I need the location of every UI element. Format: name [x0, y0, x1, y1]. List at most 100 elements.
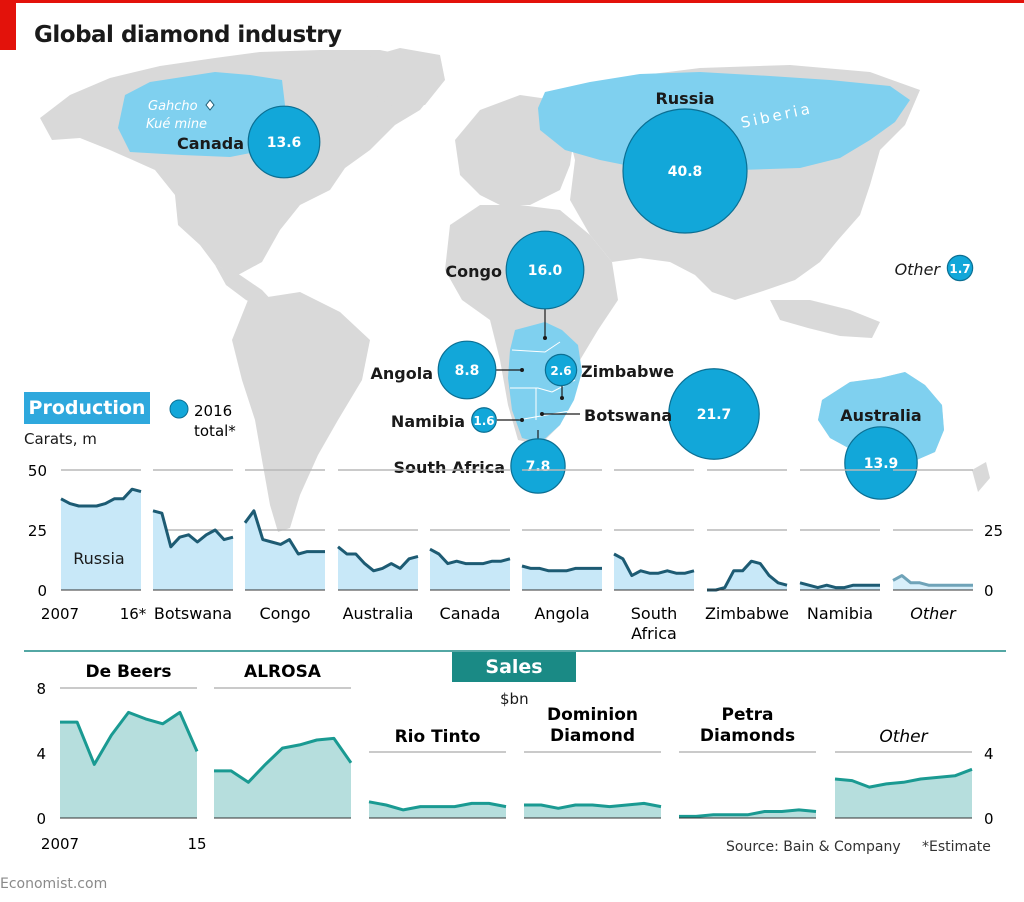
- prod-area-south-africa: [614, 554, 694, 590]
- bubble-value-australia: 13.9: [864, 456, 899, 472]
- sales-label: Sales: [452, 652, 576, 682]
- sales-series-label-alrosa-0: ALROSA: [244, 662, 322, 682]
- map-highlight-australia: [818, 372, 944, 462]
- prod-line-south-africa: [613, 552, 695, 578]
- sales-ytick-right-4: 4: [984, 745, 994, 763]
- prod-line-zimbabwe: [707, 559, 788, 592]
- bubble-australia: [844, 426, 918, 500]
- bubble-canada: [247, 105, 321, 179]
- sales-line-other: [834, 767, 973, 789]
- red-tag: [0, 0, 16, 50]
- bubble-russia: [622, 108, 748, 234]
- sales-ytick-left-4: 4: [36, 745, 46, 763]
- production-panel-namibia: Namibia: [799, 469, 880, 623]
- mine-label-line1: Gahcho: [148, 99, 198, 114]
- prod-area-zimbabwe: [707, 561, 787, 590]
- prod-line-other: [892, 574, 973, 587]
- bubble-label-zimbabwe: Zimbabwe: [581, 362, 674, 381]
- prod-series-label-russia: Russia: [73, 549, 124, 568]
- sales-panel-alrosa: ALROSA: [214, 662, 353, 819]
- sales-area-dominion-diamond: [524, 803, 661, 818]
- bubble-value-south-africa: 7.8: [526, 459, 551, 475]
- legend-bubble-icon: [169, 399, 189, 419]
- production-panel-zimbabwe: Zimbabwe: [705, 469, 789, 623]
- prod-line-canada: [429, 547, 511, 566]
- prod-line-botswana: [152, 509, 234, 549]
- prod-ytick-left-25: 25: [28, 522, 47, 540]
- sales-series-label-dominion-diamond-0: Dominion: [547, 705, 638, 725]
- production-panel-australia: Australia: [337, 469, 419, 623]
- production-axes: 0 25 50 0 25 2007 16*: [28, 462, 1003, 623]
- source-note: Source: Bain & Company: [726, 839, 901, 855]
- prod-line-russia: [60, 487, 142, 508]
- bubble-zimbabwe: [544, 353, 578, 387]
- bubble-layer: 13.6 Canada 40.8 Russia 16.0 Congo 8.8 Angola 2.…: [177, 89, 974, 500]
- map-new-zealand: [972, 462, 990, 492]
- sales-panel-other: Other: [834, 727, 973, 819]
- sales-panel-de-beers: De Beers: [60, 662, 199, 819]
- sales-line-alrosa: [214, 736, 353, 784]
- bubble-label-south-africa: South Africa: [393, 458, 505, 477]
- border-southafrica: [517, 409, 576, 421]
- sales-line-rio-tinto: [368, 800, 507, 812]
- bubble-botswana: [668, 368, 760, 460]
- sales-series-label-other-0: Other: [879, 727, 928, 747]
- sales-area-rio-tinto: [369, 801, 506, 818]
- bubble-label-russia: Russia: [655, 89, 714, 108]
- sales-xtick-start: 2007: [41, 835, 79, 853]
- bubble-value-other: 1.7: [949, 262, 970, 276]
- production-panel-botswana: Botswana: [152, 469, 234, 623]
- prod-line-namibia: [799, 581, 880, 590]
- prod-line-angola: [521, 564, 602, 573]
- sales-area-alrosa: [214, 738, 351, 818]
- brand-label: Economist.com: [0, 876, 108, 892]
- sales-line-de-beers: [60, 710, 199, 766]
- prod-line-congo: [243, 509, 325, 556]
- prod-ytick-right-0: 0: [984, 582, 994, 600]
- sales-ytick-left-0: 0: [36, 810, 46, 828]
- production-panel-angola: Angola: [521, 469, 602, 623]
- sales-series-label-dominion-diamond-1: Diamond: [550, 726, 635, 746]
- production-panels: Russia Botswana Congo Australia Canada Angola…: [60, 469, 973, 643]
- sales-xtick-end: 15: [187, 835, 206, 853]
- prod-area-canada: [430, 549, 510, 590]
- prod-ytick-right-25: 25: [984, 522, 1003, 540]
- production-panel-congo: Congo: [243, 469, 325, 623]
- prod-area-congo: [245, 510, 325, 590]
- sales-axes: 0 4 8 0 4 2007 15: [36, 680, 993, 853]
- map-highlight-southern-africa: [508, 322, 582, 443]
- bubble-value-russia: 40.8: [668, 164, 703, 180]
- mine-label-line2: Kué mine: [146, 117, 207, 132]
- prod-xtick-start: 2007: [41, 605, 79, 623]
- prod-ytick-left-0: 0: [37, 582, 47, 600]
- border-congo-angola: [511, 341, 561, 353]
- legend-line1: 2016: [194, 402, 232, 420]
- prod-series-label-australia: Australia: [343, 604, 414, 623]
- map-highlight-canada: [118, 72, 285, 157]
- bubble-label-australia: Australia: [840, 406, 921, 425]
- prod-line-australia: [337, 545, 419, 573]
- top-rule: [0, 0, 1024, 3]
- dot-botswana: [540, 412, 544, 416]
- prod-area-angola: [522, 566, 602, 590]
- bubble-namibia: [471, 407, 497, 433]
- bubble-value-zimbabwe: 2.6: [550, 364, 571, 378]
- bubble-south-africa: [510, 438, 566, 494]
- dot-congo: [543, 336, 547, 340]
- sales-ytick-right-0: 0: [984, 810, 994, 828]
- chart-title: Global diamond industry: [34, 22, 342, 48]
- legend-line2: total*: [194, 422, 236, 440]
- dot-angola: [520, 368, 524, 372]
- sales-series-label-petra-diamonds-1: Diamonds: [700, 726, 795, 746]
- prod-area-botswana: [153, 510, 233, 590]
- bubble-label-namibia: Namibia: [391, 412, 465, 431]
- production-unit: Carats, m: [24, 430, 97, 448]
- sales-area-de-beers: [60, 712, 197, 818]
- production-panel-canada: Canada: [429, 469, 511, 623]
- production-panel-other: Other: [892, 469, 973, 623]
- prod-series-label-namibia: Namibia: [807, 604, 873, 623]
- bubble-angola: [437, 340, 497, 400]
- sales-panel-rio-tinto: Rio Tinto: [368, 727, 507, 819]
